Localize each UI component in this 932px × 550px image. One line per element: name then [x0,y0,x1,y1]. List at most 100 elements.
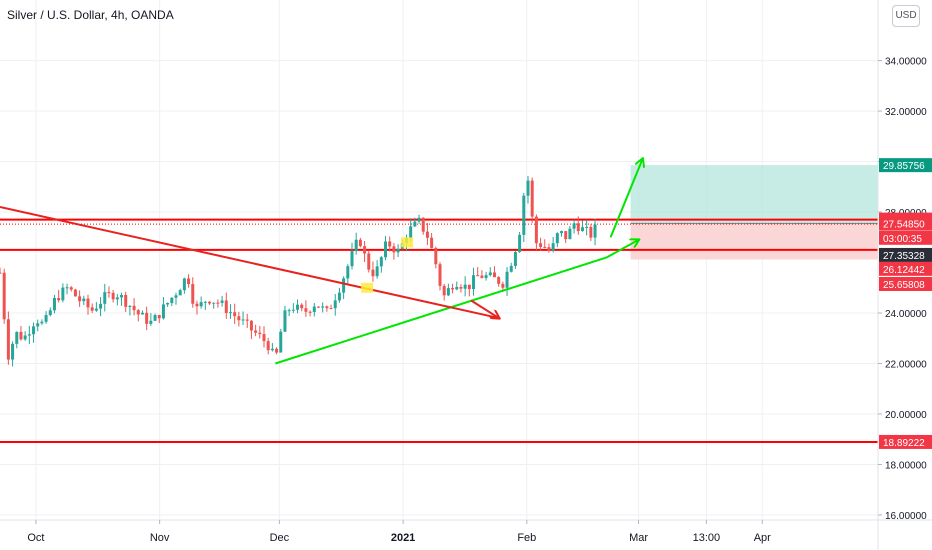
candle-body [161,304,165,319]
candle-body [157,315,161,319]
candle-body [497,277,501,284]
price-label-box [879,261,932,276]
candle-body [216,302,220,304]
candle-body [363,246,367,254]
candle-body [547,247,551,251]
candle-body [296,304,300,310]
x-tick-label: Nov [150,532,170,544]
price-label-text: 25.65808 [883,280,925,291]
candle-body [325,306,329,309]
candle-body [182,278,186,291]
candle-body [518,234,522,253]
price-label-text: 18.89222 [883,438,925,449]
candle-body [27,334,31,336]
chart-title: Silver / U.S. Dollar, 4h, OANDA [7,8,174,22]
candle-body [203,301,207,303]
price-label-box [879,230,932,245]
candle-body [120,295,124,298]
price-label-box [879,434,932,449]
price-label-box [879,276,932,291]
candle-body [379,257,383,267]
candle-body [459,286,463,289]
candle-body [568,228,572,240]
y-tick-label: 22.00000 [885,359,927,370]
candle-body [430,237,434,248]
x-tick-label: 2021 [391,532,415,544]
candle-body [36,323,40,327]
candle-body [539,243,543,247]
x-tick-label: Dec [270,532,290,544]
candle-body [312,306,316,313]
candle-body [19,331,23,340]
candle-body [346,266,350,279]
candle-body [136,310,140,315]
candle-body [153,315,157,321]
arrow-annotation [470,299,499,318]
candle-body [425,231,429,238]
candle-body [409,226,413,238]
price-label-text: 27.54850 [883,219,925,230]
candle-body [191,284,195,304]
candle-body [555,233,559,244]
candle-body [585,226,589,228]
highlight-marker [401,237,414,248]
trendline [0,206,500,320]
candle-body [0,272,2,274]
candle-body [572,223,576,229]
candle-body [149,320,153,324]
candle-body [337,292,341,301]
price-label-box [879,216,932,231]
candle-body [208,301,212,304]
candle-body [384,241,388,258]
price-axis-labels: 29.8575627.7000327.5485003:00:3527.35328… [879,158,932,449]
candle-body [228,312,232,314]
candle-body [195,303,199,307]
y-tick-label: 34.00000 [885,57,927,68]
candle-body [417,217,421,222]
y-tick-label: 18.00000 [885,460,927,471]
x-tick-label: Apr [754,532,771,544]
candle-body [115,297,119,300]
candle-body [178,290,182,296]
candle-body [316,306,320,308]
candle-body [52,298,56,311]
candle-body [11,343,15,360]
candle-body [90,307,94,311]
price-label-box [879,158,932,173]
candle-body [580,227,584,232]
candle-body [350,251,354,267]
candle-body [593,224,597,238]
candle-body [304,308,308,312]
candle-body [262,334,266,342]
candle-body [413,221,417,227]
candle-body [371,269,375,277]
candle-body [300,304,304,309]
candle-body [438,264,442,286]
price-label-text: 27.35328 [883,251,925,262]
candle-body [434,247,438,265]
candle-body [476,275,480,277]
x-tick-label: Feb [517,532,536,544]
x-tick-label: Oct [27,532,44,544]
candle-body [321,306,325,308]
candle-body [463,284,467,289]
candle-body [342,278,346,293]
candle-body [124,295,128,307]
candle-body [472,275,476,290]
candle-body [392,246,396,253]
candle-body [291,309,295,311]
candle-body [451,288,455,290]
candle-body [73,289,77,297]
candle-body [99,303,103,309]
candle-body [442,285,446,296]
candle-body [513,252,517,266]
candle-body [254,330,258,333]
candlestick-series [0,175,597,367]
x-tick-label: Mar [629,532,648,544]
candle-body [145,312,149,324]
trendline [275,256,607,365]
arrow-annotation [609,159,643,238]
currency-button[interactable]: USD [892,5,920,27]
candle-body [249,320,253,331]
